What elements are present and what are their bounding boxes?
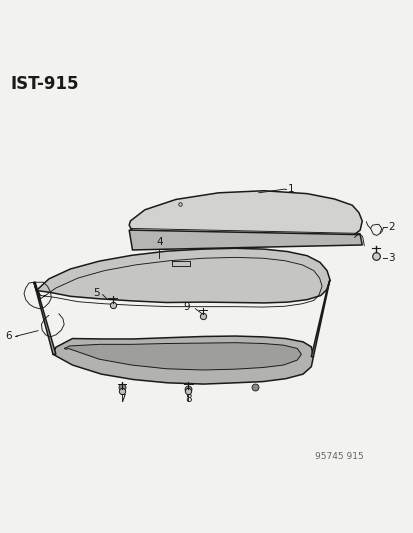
Polygon shape	[53, 336, 313, 384]
Polygon shape	[64, 343, 301, 370]
Text: 4: 4	[156, 237, 162, 247]
Text: 3: 3	[387, 253, 394, 263]
Polygon shape	[311, 280, 329, 357]
Text: 2: 2	[387, 222, 394, 232]
Text: 7: 7	[119, 394, 125, 404]
Text: 9: 9	[183, 302, 190, 312]
Polygon shape	[34, 282, 56, 354]
Text: 8: 8	[185, 394, 191, 404]
Text: IST-915: IST-915	[10, 75, 78, 93]
Polygon shape	[129, 230, 361, 250]
Text: 6: 6	[5, 331, 12, 341]
Polygon shape	[34, 248, 329, 303]
Polygon shape	[129, 191, 361, 241]
Text: 1: 1	[287, 184, 294, 194]
Text: 5: 5	[93, 288, 99, 298]
Text: 95745 915: 95745 915	[314, 453, 363, 462]
